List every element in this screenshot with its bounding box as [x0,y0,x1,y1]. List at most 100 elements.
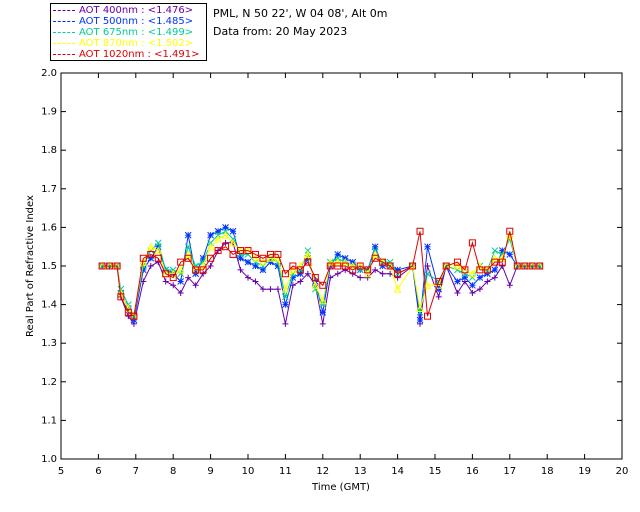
y-tick-label: 1.4 [41,300,57,311]
data-point [364,266,372,274]
data-point [214,247,222,255]
data-point [372,266,379,273]
data-point [259,254,267,262]
data-point [319,320,326,327]
data-point [333,258,342,266]
data-point [154,254,162,262]
data-point [177,278,185,285]
data-point [506,227,514,235]
data-point [424,243,431,251]
data-point [252,278,259,285]
x-tick-label: 5 [58,466,64,477]
data-point [184,243,192,251]
y-tick-label: 1.5 [41,261,57,272]
data-point [348,261,357,270]
legend-swatch [53,20,75,22]
data-point [304,258,312,266]
x-tick-label: 10 [242,466,255,477]
data-point [154,246,163,255]
data-point [499,263,506,269]
data-point [506,251,514,258]
data-point [199,266,207,274]
data-point [491,254,499,262]
data-point [304,250,312,258]
legend-label: AOT 675nm : <1.499> [79,27,194,38]
data-point [349,266,357,274]
data-point [435,277,443,285]
data-point [221,231,230,239]
data-point [207,254,215,262]
data-point [229,250,237,258]
data-point [483,266,491,274]
data-point [319,281,327,289]
data-point [192,282,199,289]
data-point [424,270,431,278]
data-point [311,274,319,282]
data-point [326,258,335,266]
x-tick-label: 6 [95,466,101,477]
data-point [442,262,450,270]
data-point [274,250,282,258]
legend: AOT 400nm : <1.476> AOT 500nm : <1.485> … [50,3,207,61]
data-point [252,262,259,270]
data-point [318,296,327,305]
data-point [394,274,401,281]
data-point [357,274,364,281]
data-point [154,239,162,247]
data-point [356,262,364,270]
data-point [423,281,432,289]
data-point [207,263,214,269]
data-point [237,254,244,262]
data-point [371,243,379,251]
data-point [184,254,192,262]
data-point [476,266,484,274]
data-point [266,254,275,262]
data-point [245,274,251,281]
data-point [506,282,513,289]
data-point [476,286,483,293]
x-tick-label: 17 [503,466,516,477]
data-point [334,262,342,270]
data-point [349,270,356,277]
data-point [282,301,289,308]
data-point [498,258,506,266]
y-tick-label: 1.7 [41,184,57,195]
legend-item: AOT 1020nm : <1.491> [53,49,199,60]
data-point [139,258,148,266]
y-tick-label: 2.0 [41,68,57,79]
legend-label: AOT 870nm : <1.502> [79,38,194,49]
x-tick-label: 15 [429,466,442,477]
data-point [491,247,499,254]
data-point [125,313,132,320]
data-point [147,254,155,262]
x-tick-label: 13 [354,466,367,477]
data-point [435,293,442,300]
x-tick-label: 14 [391,466,404,477]
data-point [222,239,229,246]
data-point [124,308,132,316]
data-point [274,286,281,293]
data-point [297,278,304,285]
data-point [491,274,498,281]
data-point [200,270,207,277]
data-point [453,258,461,266]
x-tick-label: 7 [133,466,139,477]
site-info: PML, N 50 22', W 04 08', Alt 0m [213,7,388,20]
data-point [237,247,245,255]
data-point [505,231,514,239]
y-tick-label: 1.9 [41,107,57,118]
data-point [117,293,125,301]
legend-item: AOT 675nm : <1.499> [53,27,193,38]
data-point [484,270,491,278]
data-point [498,247,506,254]
x-tick-label: 20 [616,466,629,477]
data-point [528,262,536,270]
data-point [266,250,274,258]
data-point [468,239,476,247]
data-point [146,242,155,251]
data-point [192,270,199,278]
legend-label: AOT 1020nm : <1.491> [79,49,200,60]
data-point [177,290,184,297]
data-point [536,262,544,270]
